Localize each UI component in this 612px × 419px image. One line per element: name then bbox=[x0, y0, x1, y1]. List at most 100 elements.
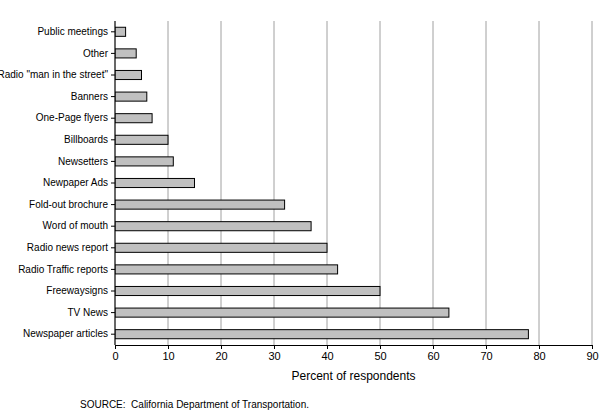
source-note: SOURCE: California Department of Transpo… bbox=[80, 399, 309, 410]
x-tick-label: 20 bbox=[215, 350, 227, 362]
bar bbox=[115, 330, 528, 339]
y-tick-mark bbox=[111, 334, 115, 335]
x-tick-mark bbox=[433, 345, 434, 349]
y-tick-label: Other bbox=[83, 48, 109, 59]
bar bbox=[115, 243, 327, 252]
y-tick: Word of mouth bbox=[43, 220, 115, 231]
y-tick: Public meetings bbox=[37, 26, 115, 37]
y-tick-mark bbox=[111, 312, 115, 313]
y-tick: Freewaysigns bbox=[46, 285, 115, 296]
x-tick: 30 bbox=[268, 345, 280, 362]
y-tick-mark bbox=[111, 247, 115, 248]
bar bbox=[115, 157, 173, 166]
bar bbox=[115, 265, 338, 274]
x-tick-label: 70 bbox=[480, 350, 492, 362]
bar bbox=[115, 49, 136, 58]
y-tick-mark bbox=[111, 96, 115, 97]
x-axis-line bbox=[116, 345, 593, 346]
x-tick-label: 50 bbox=[374, 350, 386, 362]
y-tick-label: Radio news report bbox=[27, 242, 108, 253]
x-tick-mark bbox=[592, 345, 593, 349]
x-tick-mark bbox=[539, 345, 540, 349]
bar bbox=[115, 200, 285, 209]
grid-line bbox=[380, 21, 381, 345]
x-tick: 50 bbox=[374, 345, 386, 362]
x-tick: 10 bbox=[162, 345, 174, 362]
grid bbox=[115, 21, 592, 345]
y-tick-mark bbox=[111, 183, 115, 184]
x-tick-mark bbox=[115, 345, 116, 349]
x-tick-label: 60 bbox=[427, 350, 439, 362]
bar bbox=[115, 135, 168, 144]
y-tick: Newspaper articles bbox=[23, 328, 115, 339]
x-tick: 60 bbox=[427, 345, 439, 362]
bars bbox=[115, 27, 528, 338]
x-tick: 20 bbox=[215, 345, 227, 362]
bar bbox=[115, 92, 147, 101]
y-tick-mark bbox=[111, 161, 115, 162]
bar bbox=[115, 114, 152, 123]
grid-line bbox=[433, 21, 434, 345]
y-tick: TV News bbox=[67, 307, 115, 318]
y-tick-label: One-Page flyers bbox=[36, 112, 108, 123]
x-tick-mark bbox=[380, 345, 381, 349]
y-tick: Newpaper Ads bbox=[43, 177, 115, 188]
grid-line bbox=[221, 21, 222, 345]
y-tick-mark bbox=[111, 75, 115, 76]
x-tick: 90 bbox=[586, 345, 598, 362]
x-tick-label: 90 bbox=[586, 350, 598, 362]
y-tick-mark bbox=[111, 226, 115, 227]
x-axis-title: Percent of respondents bbox=[291, 369, 415, 383]
x-axis: 0 10 20 30 40 50 60 70 80 90 bbox=[112, 345, 598, 362]
x-tick-mark bbox=[274, 345, 275, 349]
x-tick-label: 0 bbox=[112, 350, 118, 362]
y-tick: One-Page flyers bbox=[36, 112, 115, 123]
y-tick-mark bbox=[111, 118, 115, 119]
y-tick-label: Public meetings bbox=[37, 26, 108, 37]
y-tick-label: Word of mouth bbox=[43, 220, 108, 231]
y-tick-label: Newpaper Ads bbox=[43, 177, 108, 188]
y-tick-label: Radio "man in the street" bbox=[0, 69, 108, 80]
x-tick: 80 bbox=[533, 345, 545, 362]
y-tick: Radio news report bbox=[27, 242, 115, 253]
x-tick-label: 10 bbox=[162, 350, 174, 362]
grid-line bbox=[486, 21, 487, 345]
grid-line bbox=[592, 21, 593, 345]
y-tick: Billboards bbox=[64, 134, 115, 145]
x-tick: 0 bbox=[112, 345, 118, 362]
y-tick: Radio Traffic reports bbox=[18, 264, 115, 275]
bar bbox=[115, 27, 126, 36]
x-tick-mark bbox=[168, 345, 169, 349]
y-tick-label: Billboards bbox=[64, 134, 108, 145]
x-tick-mark bbox=[486, 345, 487, 349]
y-tick-mark bbox=[111, 204, 115, 205]
chart: 0 10 20 30 40 50 60 70 80 90 Public meetings Other R… bbox=[0, 0, 612, 419]
x-tick: 40 bbox=[321, 345, 333, 362]
y-tick: Fold-out brochure bbox=[29, 199, 115, 210]
bar bbox=[115, 178, 195, 187]
y-tick-label: Newsetters bbox=[58, 156, 108, 167]
y-tick-label: Freewaysigns bbox=[46, 285, 108, 296]
y-tick: Radio "man in the street" bbox=[0, 69, 115, 80]
bar bbox=[115, 308, 449, 317]
x-tick-mark bbox=[221, 345, 222, 349]
bar bbox=[115, 286, 380, 295]
y-tick-label: Newspaper articles bbox=[23, 328, 108, 339]
y-tick: Other bbox=[83, 48, 115, 59]
y-tick-mark bbox=[111, 139, 115, 140]
y-tick: Banners bbox=[71, 91, 115, 102]
y-tick-label: Fold-out brochure bbox=[29, 199, 108, 210]
y-axis: Public meetings Other Radio "man in the st… bbox=[0, 21, 115, 345]
bar bbox=[115, 222, 311, 231]
grid-line bbox=[327, 21, 328, 345]
x-tick-label: 40 bbox=[321, 350, 333, 362]
x-tick: 70 bbox=[480, 345, 492, 362]
bar bbox=[115, 70, 142, 79]
y-tick-label: Radio Traffic reports bbox=[18, 264, 108, 275]
y-tick-mark bbox=[111, 31, 115, 32]
y-tick-mark bbox=[111, 291, 115, 292]
grid-line bbox=[274, 21, 275, 345]
y-tick-mark bbox=[111, 269, 115, 270]
y-tick-label: TV News bbox=[67, 307, 108, 318]
grid-line bbox=[539, 21, 540, 345]
